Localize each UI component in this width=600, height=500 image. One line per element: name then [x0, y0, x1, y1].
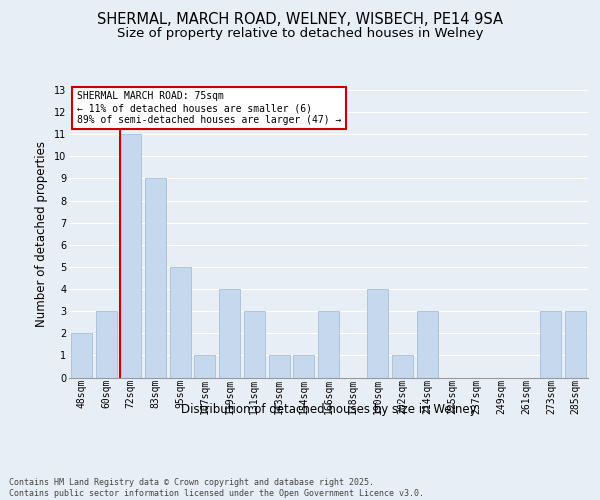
Bar [71, 334, 92, 378]
Bar [367, 289, 388, 378]
Bar [565, 311, 586, 378]
Bar [219, 289, 240, 378]
Bar [318, 311, 339, 378]
Bar [293, 356, 314, 378]
Bar [244, 311, 265, 378]
Text: Size of property relative to detached houses in Welney: Size of property relative to detached ho… [117, 28, 483, 40]
Text: Distribution of detached houses by size in Welney: Distribution of detached houses by size … [181, 404, 476, 416]
Bar [541, 311, 562, 378]
Text: SHERMAL, MARCH ROAD, WELNEY, WISBECH, PE14 9SA: SHERMAL, MARCH ROAD, WELNEY, WISBECH, PE… [97, 12, 503, 28]
Bar [417, 311, 438, 378]
Bar [194, 356, 215, 378]
Bar [145, 178, 166, 378]
Text: SHERMAL MARCH ROAD: 75sqm
← 11% of detached houses are smaller (6)
89% of semi-d: SHERMAL MARCH ROAD: 75sqm ← 11% of detac… [77, 92, 341, 124]
Text: Contains HM Land Registry data © Crown copyright and database right 2025.
Contai: Contains HM Land Registry data © Crown c… [9, 478, 424, 498]
Bar [392, 356, 413, 378]
Bar [95, 311, 116, 378]
Bar [269, 356, 290, 378]
Bar [120, 134, 141, 378]
Bar [170, 267, 191, 378]
Y-axis label: Number of detached properties: Number of detached properties [35, 141, 48, 327]
